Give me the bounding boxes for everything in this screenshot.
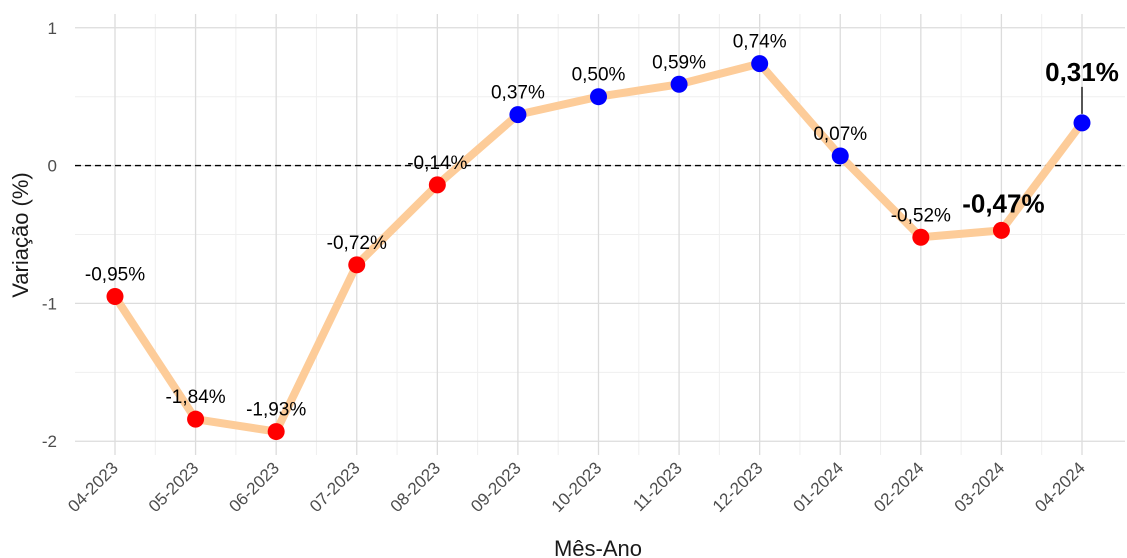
x-tick-label: 06-2023 (225, 458, 283, 516)
x-tick-label: 04-2023 (64, 458, 122, 516)
data-label: -0,14% (407, 153, 467, 174)
data-point-04-2024 (1073, 114, 1091, 132)
x-axis-ticks: 04-2023 05-2023 06-2023 07-2023 08-2023 09-20… (64, 458, 1089, 516)
x-tick-label: 09-2023 (467, 458, 525, 516)
data-labels: -0,95% -1,84% -1,93% -0,72% -0,14% 0,37% 0,50%… (85, 32, 1119, 421)
x-tick-label: 03-2024 (951, 458, 1009, 516)
x-tick-label: 10-2023 (548, 458, 606, 516)
x-axis-title: Mês-Ano (554, 536, 642, 558)
data-label: -0,47% (962, 188, 1044, 218)
x-tick-label: 12-2023 (709, 458, 767, 516)
data-point-02-2024 (912, 228, 930, 246)
data-point-06-2023 (267, 423, 285, 441)
data-label: -1,93% (246, 400, 306, 421)
data-label: 0,50% (572, 65, 626, 86)
x-tick-label: 05-2023 (145, 458, 203, 516)
x-tick-label: 08-2023 (387, 458, 445, 516)
data-point-04-2023 (106, 288, 124, 306)
y-axis-ticks: 1 0 -1 -2 (42, 19, 57, 451)
data-point-10-2023 (590, 88, 607, 106)
data-point-05-2023 (187, 410, 205, 428)
x-tick-label: 11-2023 (629, 458, 686, 515)
data-point-09-2023 (509, 106, 527, 124)
data-label: 0,74% (733, 32, 787, 53)
data-point-12-2023 (751, 55, 769, 73)
data-label: -0,72% (327, 233, 387, 254)
data-label: 0,59% (652, 52, 706, 73)
data-label: 0,31% (1045, 57, 1119, 87)
x-tick-label: 04-2024 (1031, 458, 1089, 516)
data-label: -0,52% (891, 205, 951, 226)
data-label: 0,37% (491, 83, 545, 104)
data-label: 0,07% (813, 124, 867, 145)
data-point-03-2024 (992, 221, 1010, 239)
data-label: -1,84% (165, 387, 225, 408)
data-label: -0,95% (85, 265, 145, 286)
x-tick-label: 01-2024 (790, 458, 848, 516)
y-tick-label: -1 (42, 294, 57, 313)
x-tick-label: 07-2023 (306, 458, 364, 516)
y-axis-title: Variação (%) (8, 172, 33, 298)
data-point-11-2023 (670, 75, 688, 93)
y-tick-label: -2 (42, 432, 57, 451)
data-point-01-2024 (831, 147, 849, 165)
data-point-08-2023 (428, 176, 446, 194)
y-tick-label: 0 (48, 157, 57, 176)
data-point-07-2023 (348, 256, 366, 274)
data-points (106, 55, 1091, 441)
y-tick-label: 1 (48, 19, 57, 38)
x-tick-label: 02-2024 (870, 458, 928, 516)
